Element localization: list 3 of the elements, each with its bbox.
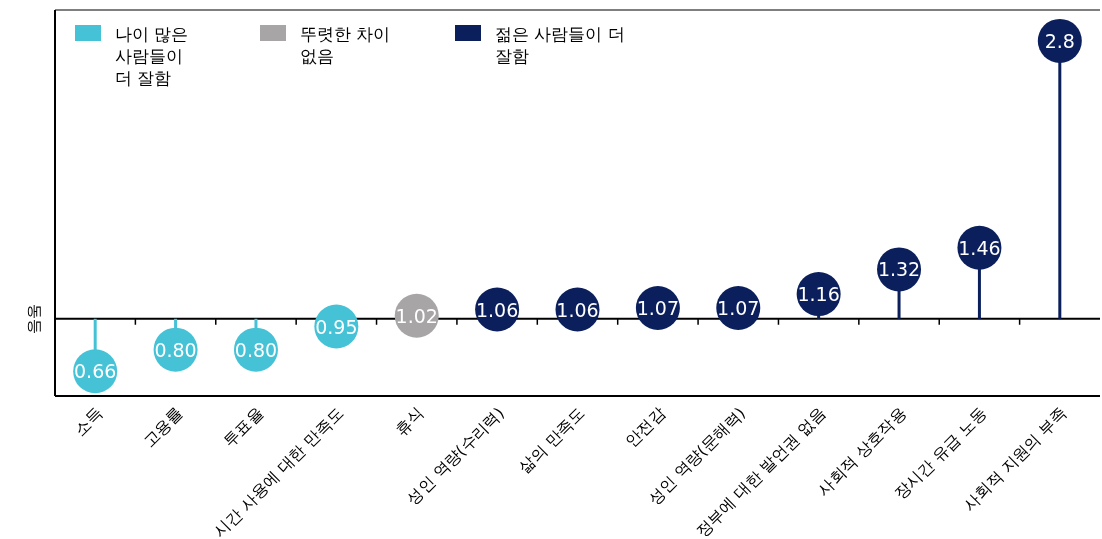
legend-label: 젊은 사람들이 더 잘함 (495, 24, 625, 66)
legend-label: 뚜렷한 차이 없음 (300, 24, 391, 66)
legend-label: 나이 많은 사람들이 더 잘함 (115, 24, 189, 88)
